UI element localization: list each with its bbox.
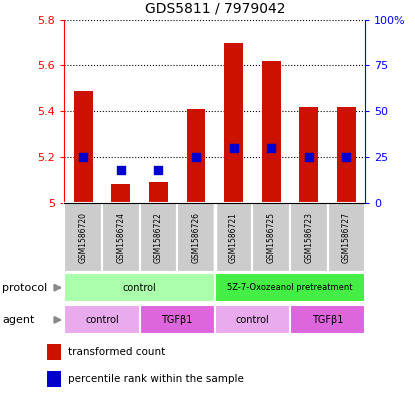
Bar <box>215 203 252 272</box>
Bar <box>139 203 177 272</box>
Text: TGFβ1: TGFβ1 <box>312 315 343 325</box>
Title: GDS5811 / 7979042: GDS5811 / 7979042 <box>144 2 285 16</box>
Text: GSM1586720: GSM1586720 <box>78 212 88 263</box>
Bar <box>337 107 356 203</box>
Text: TGFβ1: TGFβ1 <box>161 315 193 325</box>
Text: protocol: protocol <box>2 283 47 293</box>
Point <box>193 154 199 160</box>
Point <box>155 167 162 173</box>
Bar <box>64 305 139 334</box>
Bar <box>299 107 318 203</box>
Point <box>343 154 350 160</box>
Text: percentile rank within the sample: percentile rank within the sample <box>68 374 244 384</box>
Point <box>268 145 274 151</box>
Point <box>230 145 237 151</box>
Bar <box>290 305 365 334</box>
Bar <box>64 273 215 302</box>
Bar <box>111 184 130 203</box>
Text: GSM1586721: GSM1586721 <box>229 212 238 263</box>
Bar <box>252 203 290 272</box>
Bar <box>215 305 290 334</box>
Text: GSM1586722: GSM1586722 <box>154 212 163 263</box>
Text: 5Z-7-Oxozeanol pretreatment: 5Z-7-Oxozeanol pretreatment <box>227 283 353 292</box>
Text: agent: agent <box>2 315 34 325</box>
Bar <box>139 305 215 334</box>
Text: GSM1586724: GSM1586724 <box>116 212 125 263</box>
Text: control: control <box>123 283 156 293</box>
Bar <box>290 203 327 272</box>
Text: transformed count: transformed count <box>68 347 165 357</box>
Bar <box>47 344 61 360</box>
Bar <box>187 109 205 203</box>
Text: GSM1586727: GSM1586727 <box>342 212 351 263</box>
Bar <box>215 273 365 302</box>
Bar <box>327 203 365 272</box>
Bar <box>47 371 61 387</box>
Point <box>305 154 312 160</box>
Bar <box>149 182 168 203</box>
Text: GSM1586725: GSM1586725 <box>267 212 276 263</box>
Text: control: control <box>85 315 119 325</box>
Bar <box>102 203 139 272</box>
Point <box>117 167 124 173</box>
Bar <box>64 203 102 272</box>
Point <box>80 154 86 160</box>
Text: GSM1586726: GSM1586726 <box>191 212 200 263</box>
Bar <box>74 91 93 203</box>
Bar <box>262 61 281 203</box>
Bar <box>224 42 243 203</box>
Bar <box>177 203 215 272</box>
Text: control: control <box>235 315 269 325</box>
Text: GSM1586723: GSM1586723 <box>304 212 313 263</box>
